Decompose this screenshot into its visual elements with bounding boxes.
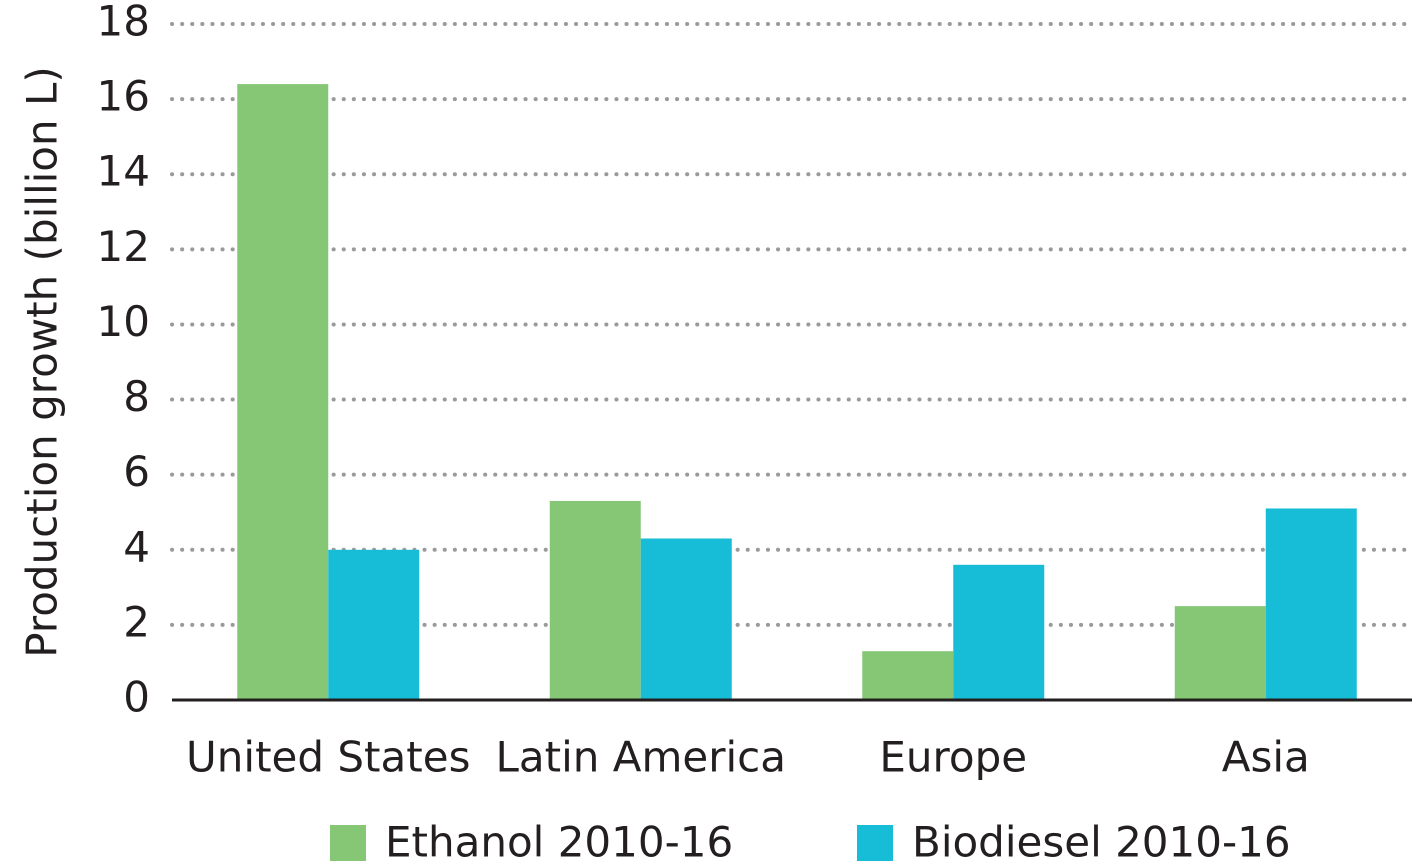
y-tick-label: 8: [123, 372, 150, 421]
bar: [237, 84, 329, 701]
y-tick-label: 18: [97, 0, 150, 46]
x-tick-label: Latin America: [496, 733, 787, 782]
bar: [1265, 508, 1357, 700]
y-tick-label: 0: [123, 673, 150, 722]
legend-swatch: [857, 825, 893, 861]
bar: [640, 538, 732, 700]
bar: [549, 500, 641, 700]
x-tick-label: United States: [186, 733, 470, 782]
y-tick-label: 10: [97, 297, 150, 346]
bar: [328, 549, 420, 700]
y-tick-label: 4: [123, 522, 150, 571]
legend-label: Biodiesel 2010-16: [912, 818, 1291, 867]
y-tick-label: 16: [97, 72, 150, 121]
x-tick-label: Europe: [879, 733, 1027, 782]
y-tick-label: 12: [97, 222, 150, 271]
bar: [862, 651, 954, 700]
y-axis-label: Production growth (billion L): [18, 66, 67, 657]
y-tick-label: 2: [123, 597, 150, 646]
legend-swatch: [330, 825, 366, 861]
y-tick-label: 6: [123, 447, 150, 496]
x-tick-label: Asia: [1222, 733, 1310, 782]
legend-label: Ethanol 2010-16: [385, 818, 733, 867]
bar: [1174, 606, 1266, 700]
y-tick-label: 14: [97, 147, 150, 196]
bar: [953, 564, 1045, 700]
